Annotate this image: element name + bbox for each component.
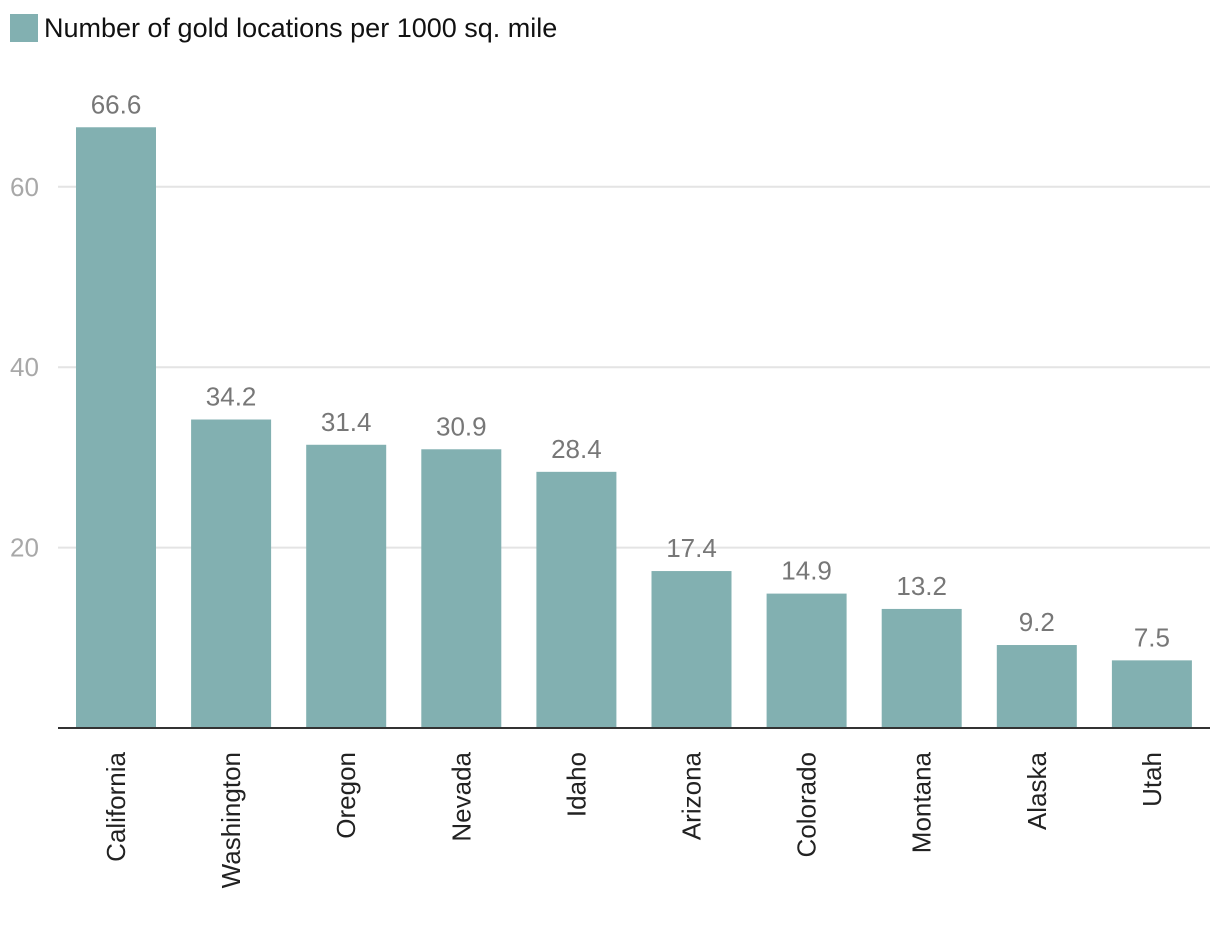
category-labels: California Washington Oregon Nevada Idaho Ari… <box>101 751 1167 888</box>
category-label-idaho: Idaho <box>561 752 591 817</box>
data-labels: 66.6 34.2 31.4 30.9 28.4 17.4 14.9 13.2 9.2 7.5 <box>91 89 1170 652</box>
bar-idaho <box>536 471 617 728</box>
bar-washington <box>191 419 272 728</box>
category-label-montana: Montana <box>907 751 937 853</box>
category-label-california: California <box>101 751 131 861</box>
data-label-utah: 7.5 <box>1134 622 1170 652</box>
y-tick-label-20: 20 <box>10 533 39 563</box>
bar-colorado <box>766 593 847 728</box>
bar-alaska <box>996 645 1077 728</box>
y-axis-ticks: 20 40 60 <box>10 172 39 563</box>
bar-utah <box>1111 660 1192 728</box>
bar-oregon <box>306 444 387 728</box>
category-label-arizona: Arizona <box>677 751 707 840</box>
y-tick-label-60: 60 <box>10 172 39 202</box>
y-tick-label-40: 40 <box>10 352 39 382</box>
bars <box>76 127 1192 728</box>
bar-arizona <box>651 571 732 728</box>
legend-label: Number of gold locations per 1000 sq. mi… <box>44 12 558 43</box>
data-label-idaho: 28.4 <box>551 434 602 464</box>
data-label-montana: 13.2 <box>896 571 947 601</box>
data-label-colorado: 14.9 <box>781 556 832 586</box>
category-label-oregon: Oregon <box>331 752 361 839</box>
category-label-washington: Washington <box>216 752 246 888</box>
data-label-arizona: 17.4 <box>666 533 717 563</box>
bar-nevada <box>421 449 502 728</box>
data-label-nevada: 30.9 <box>436 411 487 441</box>
data-label-washington: 34.2 <box>206 382 257 412</box>
data-label-oregon: 31.4 <box>321 407 372 437</box>
category-label-utah: Utah <box>1137 752 1167 807</box>
category-label-colorado: Colorado <box>792 752 822 858</box>
legend-swatch <box>10 14 38 42</box>
data-label-california: 66.6 <box>91 89 142 119</box>
category-label-nevada: Nevada <box>446 751 476 841</box>
bar-montana <box>881 608 962 728</box>
data-label-alaska: 9.2 <box>1019 607 1055 637</box>
legend: Number of gold locations per 1000 sq. mi… <box>10 12 557 44</box>
bar-california <box>76 127 156 728</box>
category-label-alaska: Alaska <box>1022 751 1052 830</box>
